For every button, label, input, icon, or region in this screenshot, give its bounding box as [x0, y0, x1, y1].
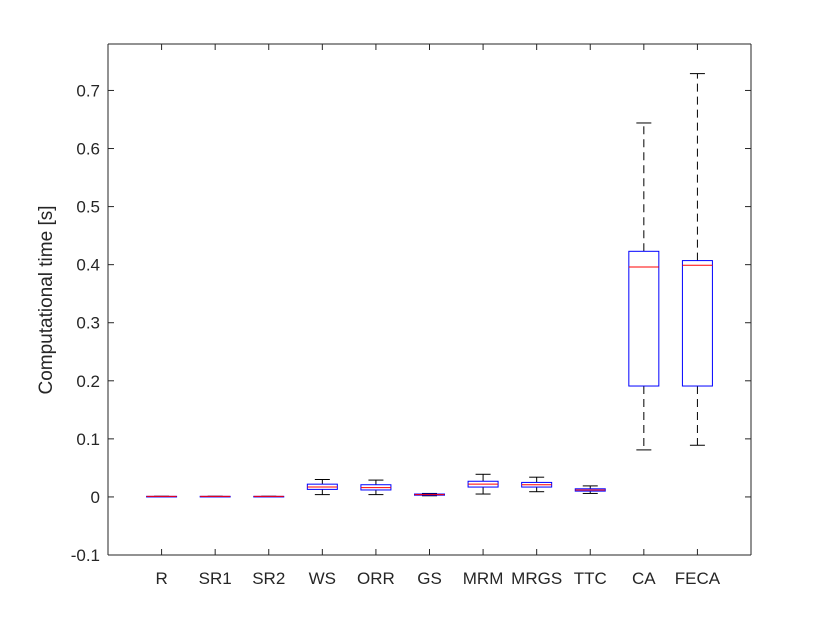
y-tick-label: 0.5 — [76, 198, 100, 217]
y-tick-label: -0.1 — [71, 546, 100, 565]
x-tick-label: TTC — [574, 569, 607, 588]
box-r — [146, 495, 178, 498]
y-tick-label: 0.4 — [76, 256, 100, 275]
box-orr — [360, 479, 392, 496]
x-tick-label: R — [155, 569, 167, 588]
x-tick-label: MRGS — [511, 569, 562, 588]
x-tick-label: SR2 — [252, 569, 285, 588]
box-ttc — [574, 485, 606, 494]
y-tick-label: 0.7 — [76, 81, 100, 100]
box-ws — [306, 479, 338, 496]
y-tick-label: 0.1 — [76, 430, 100, 449]
box-mrm — [467, 473, 499, 495]
x-tick-label: GS — [417, 569, 442, 588]
x-tick-label: SR1 — [199, 569, 232, 588]
box-sr2 — [253, 495, 285, 498]
y-tick-label: 0.3 — [76, 314, 100, 333]
plot-area — [108, 44, 751, 555]
x-tick-label: FECA — [675, 569, 721, 588]
box-ca — [628, 122, 660, 451]
box-feca — [681, 73, 713, 446]
y-axis-title: Computational time [s] — [36, 205, 57, 394]
x-tick-label: ORR — [357, 569, 395, 588]
axes-layer: -0.1 0 0.1 0.2 0.3 0.4 0.5 0.6 0.7 R SR1 SR2 WS ORR GS… — [71, 43, 752, 588]
y-tick-label: 0 — [91, 488, 100, 507]
box-mrgs — [521, 476, 553, 493]
x-tick-label: WS — [309, 569, 336, 588]
x-tick-label: CA — [632, 569, 656, 588]
box-iqr — [681, 260, 713, 387]
y-tick-label: 0.6 — [76, 140, 100, 159]
y-tick-label: 0.2 — [76, 372, 100, 391]
box-gs — [414, 492, 445, 497]
boxes-layer — [146, 73, 713, 498]
box-sr1 — [199, 495, 231, 498]
x-tick-label: MRM — [463, 569, 504, 588]
box-iqr — [628, 250, 660, 387]
